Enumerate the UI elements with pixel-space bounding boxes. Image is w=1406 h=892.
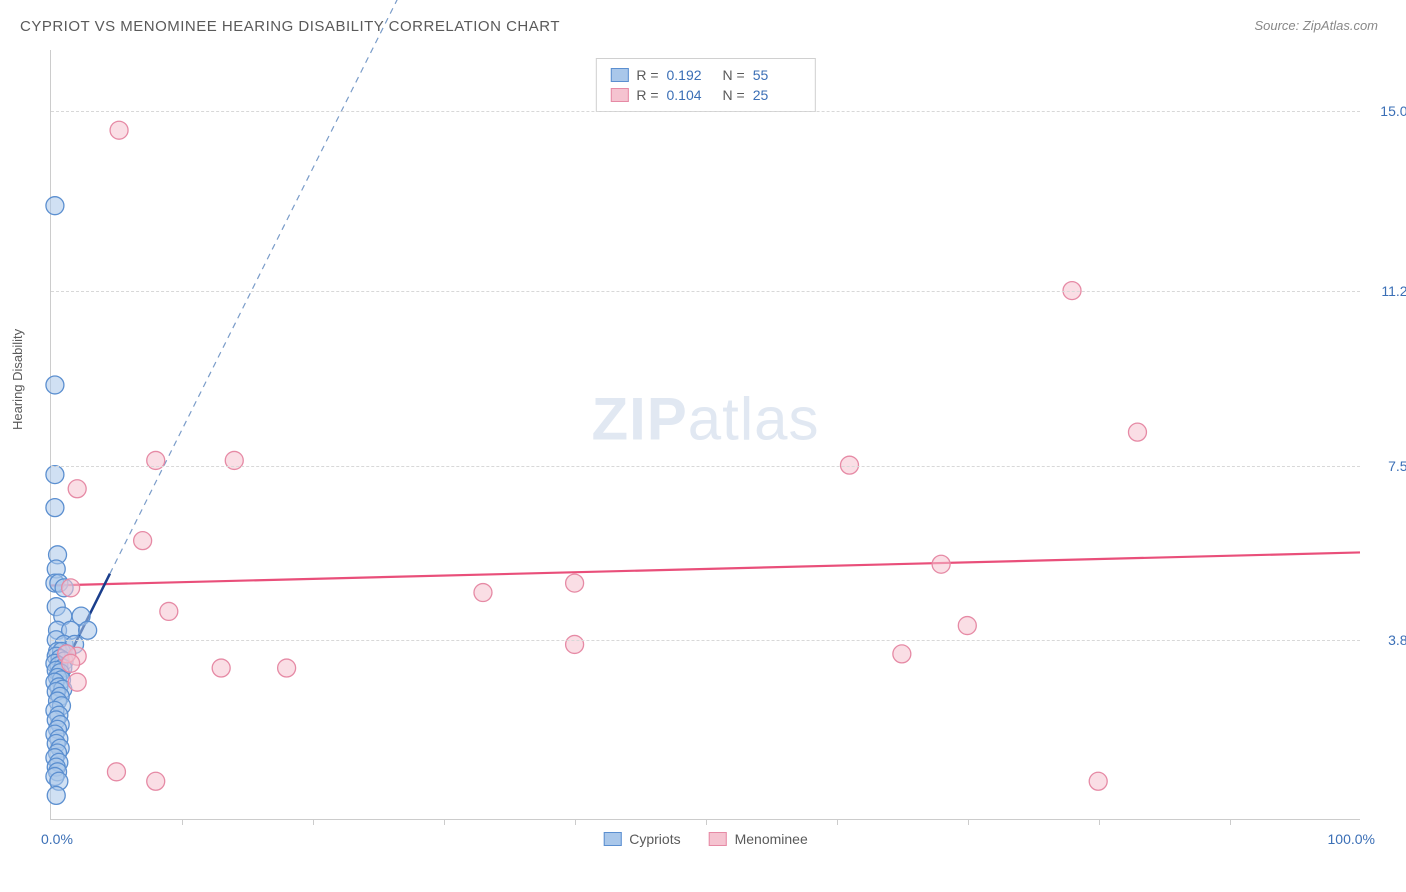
gridline-horizontal xyxy=(51,466,1360,467)
x-tick xyxy=(968,819,969,825)
legend-swatch-menominee xyxy=(709,832,727,846)
data-point-cypriots xyxy=(47,786,65,804)
y-tick-label: 15.0% xyxy=(1365,103,1406,119)
data-point-menominee xyxy=(566,635,584,653)
data-point-menominee xyxy=(147,772,165,790)
legend-stats-row: R = 0.104 N = 25 xyxy=(610,85,800,105)
x-tick xyxy=(837,819,838,825)
data-point-cypriots xyxy=(79,621,97,639)
x-tick xyxy=(575,819,576,825)
legend-item-menominee: Menominee xyxy=(709,831,808,847)
y-tick-label: 7.5% xyxy=(1365,458,1406,474)
data-point-menominee xyxy=(893,645,911,663)
gridline-horizontal xyxy=(51,291,1360,292)
data-point-menominee xyxy=(110,121,128,139)
data-point-menominee xyxy=(474,584,492,602)
legend-n-label: N = xyxy=(723,67,745,83)
chart-title: CYPRIOT VS MENOMINEE HEARING DISABILITY … xyxy=(20,18,560,35)
legend-r-value: 0.104 xyxy=(667,87,715,103)
x-tick xyxy=(706,819,707,825)
legend-stats-row: R = 0.192 N = 55 xyxy=(610,65,800,85)
plot-svg xyxy=(51,50,1360,819)
legend-r-label: R = xyxy=(636,67,658,83)
legend-label: Menominee xyxy=(735,831,808,847)
trendline-menominee xyxy=(51,552,1360,585)
legend-n-value: 55 xyxy=(753,67,801,83)
legend-item-cypriots: Cypriots xyxy=(603,831,680,847)
gridline-horizontal xyxy=(51,111,1360,112)
x-axis-min-label: 0.0% xyxy=(41,831,73,847)
data-point-menominee xyxy=(62,579,80,597)
legend-r-value: 0.192 xyxy=(667,67,715,83)
legend-stats-box: R = 0.192 N = 55 R = 0.104 N = 25 xyxy=(595,58,815,112)
legend-series: Cypriots Menominee xyxy=(603,831,808,847)
x-tick xyxy=(1099,819,1100,825)
plot-area: ZIPatlas R = 0.192 N = 55 R = 0.104 N = … xyxy=(50,50,1360,820)
legend-label: Cypriots xyxy=(629,831,680,847)
x-tick xyxy=(313,819,314,825)
data-point-menominee xyxy=(566,574,584,592)
trendline-cypriots-extrapolated xyxy=(110,0,483,574)
data-point-menominee xyxy=(68,480,86,498)
data-point-menominee xyxy=(107,763,125,781)
y-tick-label: 11.2% xyxy=(1365,283,1406,299)
x-axis-max-label: 100.0% xyxy=(1328,831,1375,847)
data-point-cypriots xyxy=(46,197,64,215)
data-point-menominee xyxy=(160,602,178,620)
data-point-menominee xyxy=(225,451,243,469)
data-point-menominee xyxy=(62,654,80,672)
data-point-menominee xyxy=(932,555,950,573)
data-point-cypriots xyxy=(46,499,64,517)
data-point-menominee xyxy=(134,532,152,550)
data-point-menominee xyxy=(212,659,230,677)
legend-swatch-cypriots xyxy=(603,832,621,846)
legend-n-value: 25 xyxy=(753,87,801,103)
y-tick-label: 3.8% xyxy=(1365,632,1406,648)
legend-swatch-cypriots xyxy=(610,68,628,82)
x-tick xyxy=(182,819,183,825)
x-tick xyxy=(1230,819,1231,825)
data-point-cypriots xyxy=(46,376,64,394)
data-point-menominee xyxy=(958,617,976,635)
data-point-menominee xyxy=(1089,772,1107,790)
legend-r-label: R = xyxy=(636,87,658,103)
gridline-horizontal xyxy=(51,640,1360,641)
data-point-cypriots xyxy=(46,466,64,484)
legend-n-label: N = xyxy=(723,87,745,103)
y-axis-label: Hearing Disability xyxy=(10,329,25,430)
data-point-menominee xyxy=(68,673,86,691)
data-point-menominee xyxy=(278,659,296,677)
legend-swatch-menominee xyxy=(610,88,628,102)
data-point-menominee xyxy=(147,451,165,469)
data-point-menominee xyxy=(1128,423,1146,441)
source-label: Source: ZipAtlas.com xyxy=(1254,18,1378,33)
x-tick xyxy=(444,819,445,825)
